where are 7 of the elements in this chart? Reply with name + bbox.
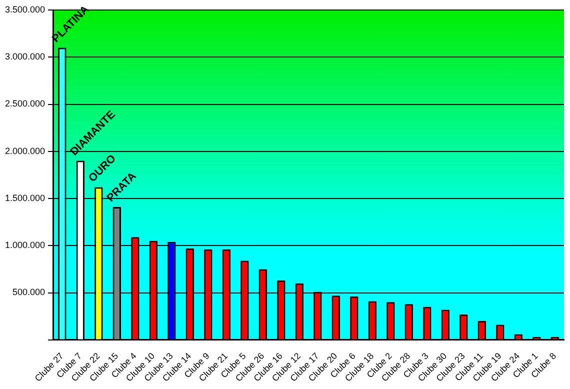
y-tick-label: 2.500.000 xyxy=(4,98,46,109)
y-tick-label: 1.000.000 xyxy=(4,240,46,250)
y-tick-label: 3.000.000 xyxy=(4,52,46,62)
y-tick-label: 2.000.000 xyxy=(4,146,46,156)
y-tick-label: 3.500.000 xyxy=(4,4,46,14)
y-tick-label: 500.000 xyxy=(12,287,46,298)
y-tick-label: 1.500.000 xyxy=(4,192,46,203)
